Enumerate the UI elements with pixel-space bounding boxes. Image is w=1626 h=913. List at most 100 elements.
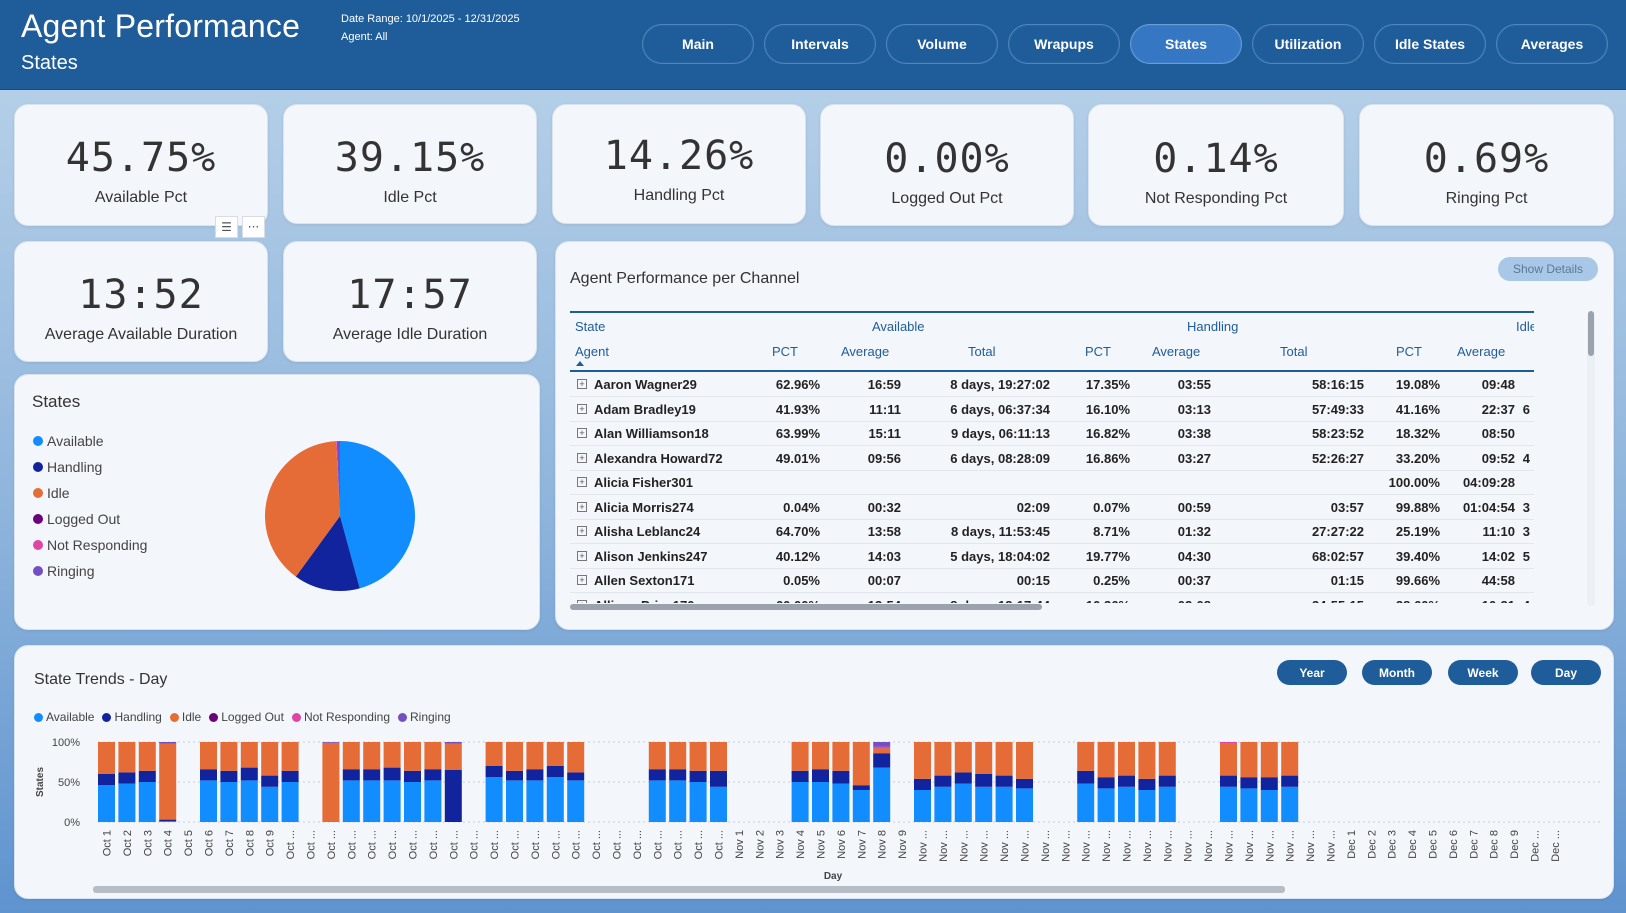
bar-segment-available[interactable]: [710, 786, 727, 822]
legend-item-ringing[interactable]: Ringing: [398, 710, 451, 724]
bar-segment-available[interactable]: [1118, 786, 1135, 822]
bar-segment-available[interactable]: [281, 782, 299, 822]
bar-segment-handling[interactable]: [118, 772, 136, 784]
legend-item-idle[interactable]: Idle: [33, 480, 147, 506]
bar-segment-idle[interactable]: [852, 742, 870, 786]
nav-volume-button[interactable]: Volume: [886, 24, 998, 64]
bar-segment-idle[interactable]: [342, 742, 360, 770]
bar-segment-handling[interactable]: [261, 775, 279, 787]
bar-segment-available[interactable]: [261, 786, 279, 822]
bar-segment-handling[interactable]: [404, 770, 421, 782]
bar-segment-idle[interactable]: [138, 742, 156, 771]
header-available-pct[interactable]: PCT: [772, 344, 798, 359]
filter-icon[interactable]: ☰: [215, 216, 238, 238]
bar-segment-idle[interactable]: [159, 743, 177, 820]
kpi-card-idle-pct[interactable]: 39.15% Idle Pct: [283, 104, 537, 224]
bar-segment-idle[interactable]: [240, 742, 258, 768]
bar-segment-handling[interactable]: [1260, 777, 1278, 790]
expand-row-icon[interactable]: +: [577, 575, 587, 585]
bar-segment-not-responding[interactable]: [873, 746, 891, 749]
bar-segment-handling[interactable]: [791, 770, 809, 782]
legend-item-logged-out[interactable]: Logged Out: [33, 506, 147, 532]
period-week-button[interactable]: Week: [1448, 660, 1518, 685]
bar-segment-available[interactable]: [567, 780, 585, 822]
kpi-card-handling-pct[interactable]: 14.26% Handling Pct: [552, 104, 806, 224]
bar-segment-idle[interactable]: [506, 742, 523, 771]
period-month-button[interactable]: Month: [1362, 660, 1432, 685]
bar-segment-handling[interactable]: [1158, 775, 1176, 787]
bar-segment-available[interactable]: [118, 783, 136, 822]
bar-segment-idle[interactable]: [1158, 742, 1176, 776]
bar-segment-idle[interactable]: [526, 742, 544, 770]
table-row[interactable]: + Alexandra Howard72 49.01% 09:56 6 days, 08…: [570, 447, 1534, 471]
table-row[interactable]: + Alicia Morris274 0.04% 00:32 02:09 0.07% 00:…: [570, 496, 1534, 520]
nav-states-button[interactable]: States: [1130, 24, 1242, 64]
bar-segment-handling[interactable]: [975, 774, 993, 787]
bar-segment-idle[interactable]: [281, 742, 299, 771]
bar-segment-handling[interactable]: [954, 772, 972, 784]
bar-segment-idle[interactable]: [1220, 743, 1237, 776]
bar-segment-available[interactable]: [975, 786, 993, 822]
bar-segment-available[interactable]: [852, 790, 870, 822]
bar-segment-available[interactable]: [1097, 788, 1115, 822]
bar-segment-available[interactable]: [914, 790, 931, 822]
pie-slice-ringing[interactable]: [336, 441, 340, 516]
bar-segment-handling[interactable]: [159, 819, 177, 822]
kpi-card-avg-idle-duration[interactable]: 17:57 Average Idle Duration: [283, 241, 537, 362]
bar-segment-handling[interactable]: [648, 769, 666, 781]
bar-segment-idle[interactable]: [1260, 742, 1278, 778]
state-trends-chart[interactable]: 100% 50% 0% States Oct 1 Oct 2 Oct 3 Oct 4 Oct 5…: [30, 732, 1600, 882]
bar-segment-idle[interactable]: [1077, 742, 1095, 771]
kpi-card-available-pct[interactable]: 45.75% Available Pct: [14, 104, 268, 226]
bar-segment-idle[interactable]: [873, 748, 891, 754]
bar-segment-ringing[interactable]: [322, 742, 340, 743]
bar-segment-available[interactable]: [832, 783, 850, 822]
bar-segment-handling[interactable]: [914, 778, 931, 790]
bar-segment-handling[interactable]: [995, 775, 1013, 787]
bar-segment-handling[interactable]: [281, 770, 299, 782]
bar-segment-handling[interactable]: [1097, 777, 1115, 789]
trends-horizontal-scrollbar[interactable]: [93, 886, 1285, 893]
bar-segment-idle[interactable]: [220, 742, 238, 771]
bar-segment-available[interactable]: [1281, 786, 1299, 822]
bar-segment-handling[interactable]: [363, 769, 381, 781]
bar-segment-available[interactable]: [1016, 788, 1033, 822]
table-row[interactable]: + Allison Price170 60.00% 13:54 8 days, 12:1…: [570, 594, 1534, 603]
legend-item-ringing[interactable]: Ringing: [33, 558, 147, 584]
bar-segment-handling[interactable]: [567, 772, 585, 781]
kpi-card-not-responding-pct[interactable]: 0.14% Not Responding Pct: [1088, 104, 1344, 226]
nav-wrapups-button[interactable]: Wrapups: [1008, 24, 1120, 64]
bar-segment-ringing[interactable]: [873, 742, 891, 747]
show-details-button[interactable]: Show Details: [1498, 257, 1598, 281]
legend-item-idle[interactable]: Idle: [169, 710, 201, 724]
bar-segment-idle[interactable]: [322, 742, 340, 822]
nav-utilization-button[interactable]: Utilization: [1252, 24, 1364, 64]
bar-segment-idle[interactable]: [832, 742, 850, 771]
header-idle-pct[interactable]: PCT: [1396, 344, 1422, 359]
expand-row-icon[interactable]: +: [577, 379, 587, 389]
legend-item-handling[interactable]: Handling: [33, 454, 147, 480]
bar-segment-handling[interactable]: [873, 753, 891, 768]
bar-segment-available[interactable]: [383, 780, 401, 822]
kpi-card-avg-available-duration[interactable]: 13:52 Average Available Duration: [14, 241, 268, 362]
expand-row-icon[interactable]: +: [577, 599, 587, 603]
bar-segment-handling[interactable]: [1220, 775, 1237, 787]
bar-segment-handling[interactable]: [200, 769, 217, 781]
bar-segment-idle[interactable]: [934, 742, 952, 776]
expand-row-icon[interactable]: +: [577, 550, 587, 561]
bar-segment-idle[interactable]: [812, 742, 829, 770]
bar-segment-available[interactable]: [1158, 786, 1176, 822]
bar-segment-handling[interactable]: [506, 770, 523, 781]
bar-segment-idle[interactable]: [669, 742, 687, 770]
bar-segment-available[interactable]: [1220, 786, 1237, 822]
bar-segment-handling[interactable]: [342, 769, 360, 781]
bar-segment-handling[interactable]: [138, 770, 156, 782]
bar-segment-handling[interactable]: [526, 769, 544, 781]
bar-segment-idle[interactable]: [914, 742, 931, 779]
bar-segment-available[interactable]: [322, 821, 340, 822]
table-horizontal-scrollbar[interactable]: [570, 604, 1042, 610]
bar-segment-available[interactable]: [873, 767, 891, 822]
bar-segment-available[interactable]: [220, 782, 238, 822]
bar-segment-handling[interactable]: [1016, 778, 1033, 789]
table-row[interactable]: + Aaron Wagner29 62.96% 16:59 8 days, 19:27:…: [570, 373, 1534, 397]
